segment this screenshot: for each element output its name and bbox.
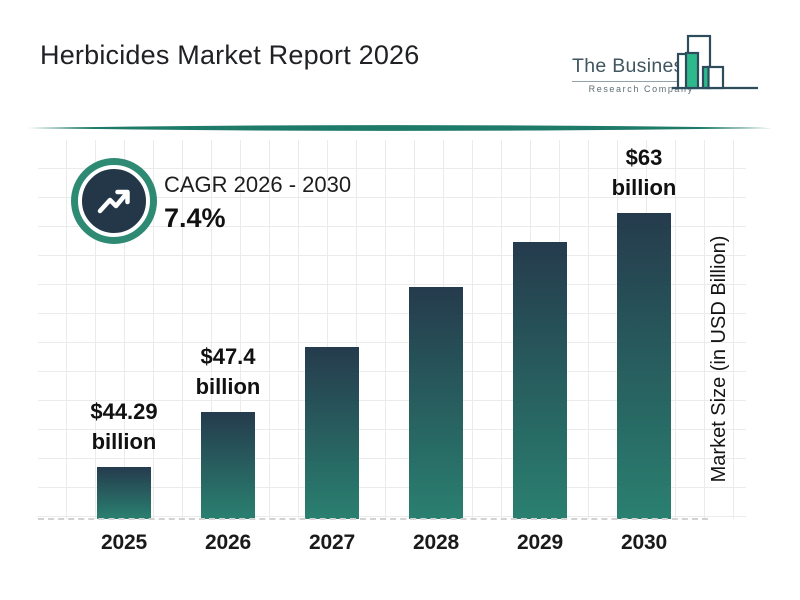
cagr-badge-circle	[78, 165, 150, 237]
x-axis-label-2026: 2026	[205, 531, 251, 554]
logo-text-line1: The Business	[572, 55, 694, 82]
trending-up-icon	[97, 189, 130, 214]
cagr-value: 7.4%	[164, 203, 226, 233]
bar-2027	[305, 347, 359, 519]
logo-bars-icon	[672, 34, 758, 90]
bar-value-label-2030: $63 billion	[611, 145, 677, 200]
y-axis-title: Market Size (in USD Billion)	[708, 235, 730, 483]
logo-text-line2: Research Company	[588, 84, 694, 94]
company-logo: The Business Research Company	[572, 55, 694, 94]
cagr-label: CAGR 2026 - 2030	[164, 172, 352, 197]
bar-2029	[513, 242, 567, 519]
bar-2028	[409, 287, 463, 519]
page-title: Herbicides Market Report 2026	[40, 40, 420, 70]
bar-value-label-2025: $44.29 billion	[90, 399, 158, 454]
x-axis-label-2029: 2029	[517, 531, 563, 554]
x-axis-label-2028: 2028	[413, 531, 459, 554]
bar-2026	[201, 412, 255, 519]
bar-2025	[97, 467, 151, 519]
bar-2030	[617, 213, 671, 519]
x-axis-label-2025: 2025	[101, 531, 147, 554]
cagr-badge	[71, 158, 157, 244]
divider-line	[28, 125, 772, 131]
x-axis-label-2030: 2030	[621, 531, 667, 554]
x-axis-label-2027: 2027	[309, 531, 355, 554]
x-axis-baseline	[38, 518, 708, 520]
bar-value-label-2026: $47.4 billion	[195, 344, 261, 399]
